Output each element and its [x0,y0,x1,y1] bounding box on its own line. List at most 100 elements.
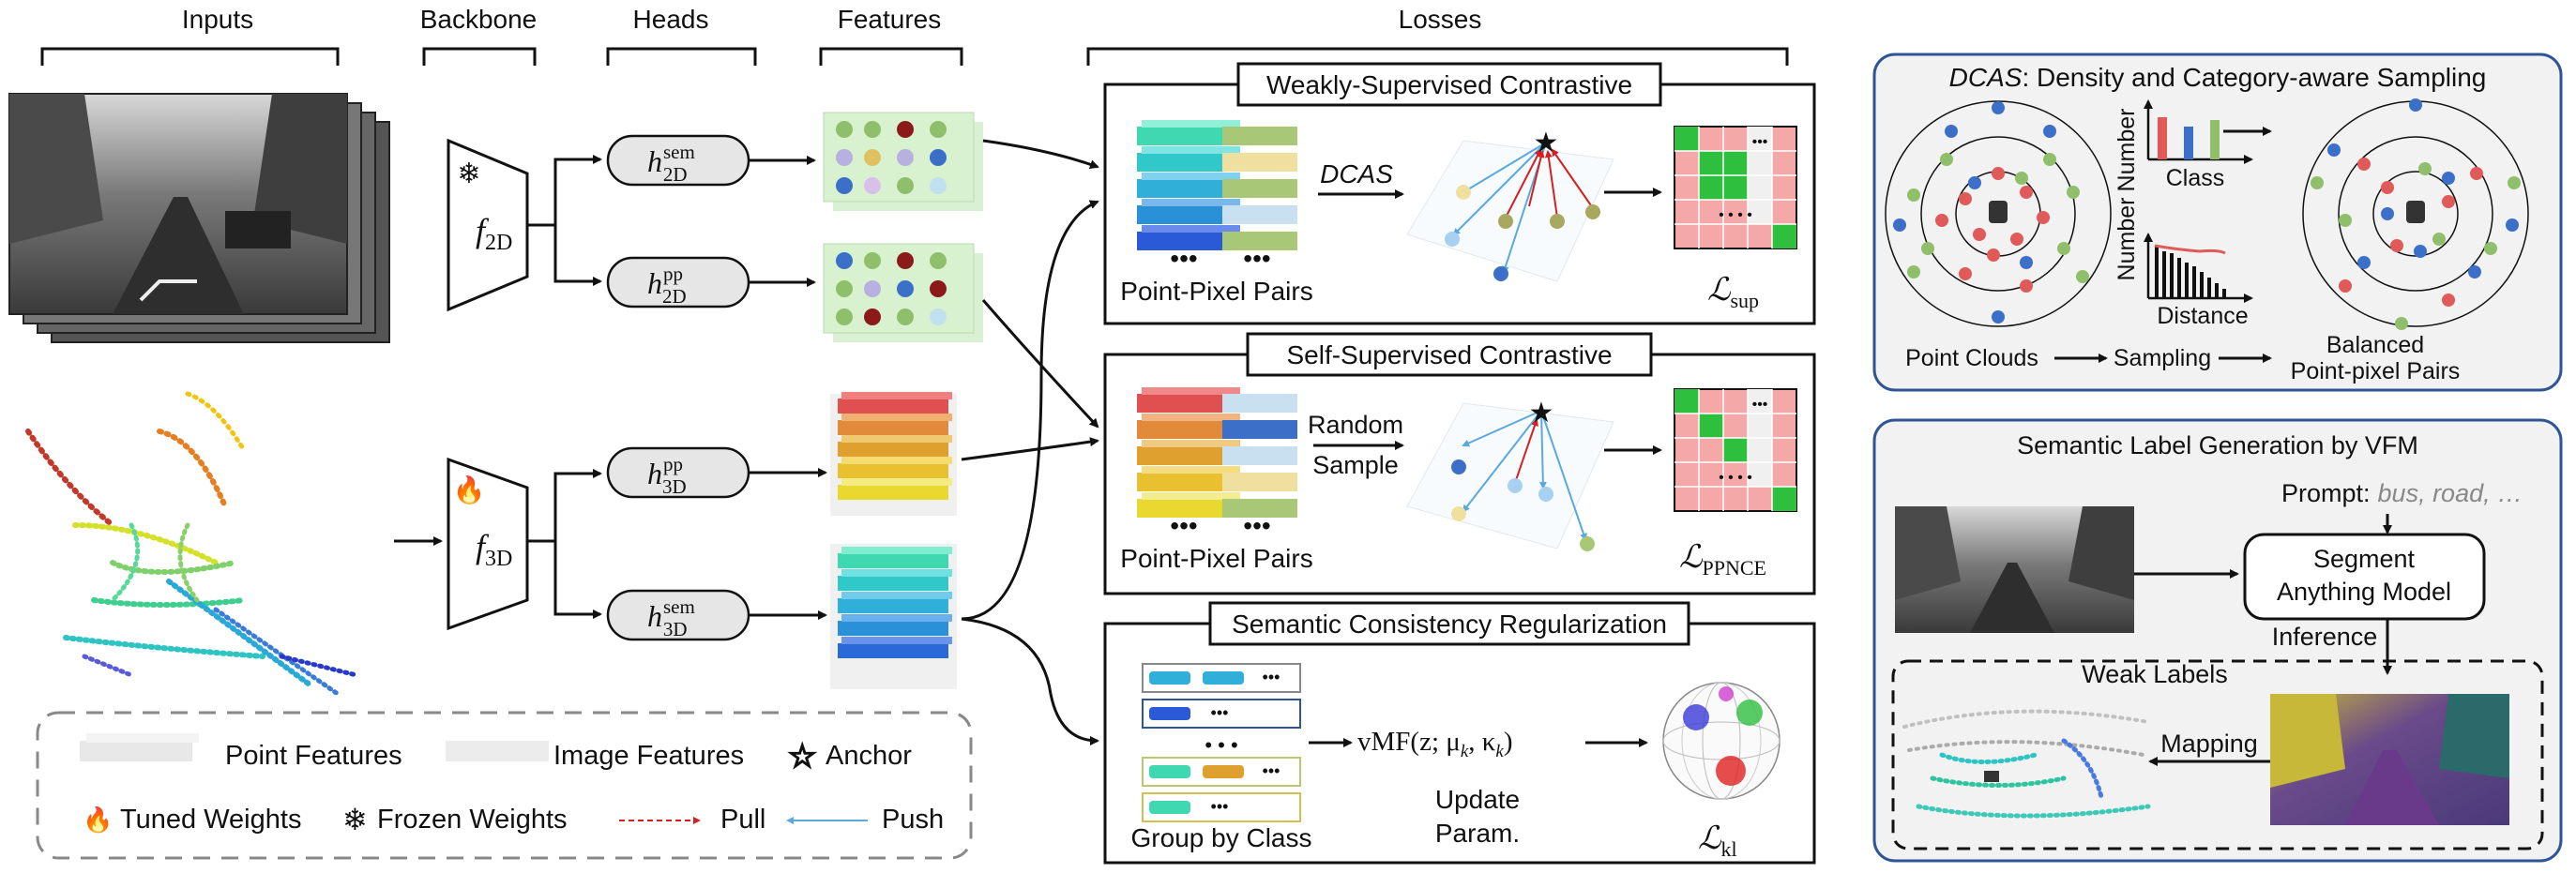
point-feature-stack-sem [830,544,957,689]
vfm-panel: Semantic Label Generation by VFM Prompt:… [1872,418,2563,863]
weak-labels-label: Weak Labels [2082,660,2228,688]
semantic-consistency-panel: Semantic Consistency Regularization ••• … [1103,601,1816,865]
head-sem-3d: hsem 3D [606,589,750,641]
vfm-title: Semantic Label Generation by VFM [2017,431,2418,459]
balanced-rings [2302,98,2529,330]
bracket-features [819,47,963,66]
legend-point-features: Point Features [225,741,402,771]
semantic-title: Semantic Consistency Regularization [1232,610,1667,639]
legend-pull: Pull [720,805,765,835]
number-axis-label-2: Number [2114,109,2140,192]
self-pairs-bars: ••• ••• [1137,387,1297,540]
legend-anchor-icon: ☆ [788,739,816,775]
snowflake-icon: ❄ [457,158,480,189]
weak-labels-box [1891,659,2544,850]
legend-push: Push [882,805,944,835]
inference-label: Inference [2272,623,2378,651]
self-similarity-matrix: ••• • • • • [1674,388,1797,512]
vmf-formula: vMF(z; μk, κk) [1357,727,1512,761]
prompt-label: Prompt: bus, road, … [2281,479,2523,507]
bracket-losses [1086,47,1789,66]
anchor-star-icon: ★ [1534,128,1559,158]
loss-sup: ℒsup [1707,273,1759,312]
head-sem-2d: hsem 2D [606,134,750,187]
group-by-class-label: Group by Class [1131,823,1312,852]
sample-label: Sample [1312,451,1399,479]
loss-ppnce: ℒPPNCE [1679,540,1766,579]
random-label: Random [1308,411,1403,439]
column-headers: Inputs Backbone Heads Features Losses [40,5,1789,66]
weak-title: Weakly-Supervised Contrastive [1266,70,1632,99]
head-pp-3d: hpp 3D [606,446,750,499]
image-feature-map-pp [823,243,983,342]
header-inputs: Inputs [182,5,253,34]
input-image-stack [8,93,390,343]
weak-pairs-bars: ••• ••• [1137,120,1297,273]
labeled-lidar [1902,709,2151,819]
svg-text:• • •: • • • [1205,733,1237,757]
bracket-inputs [40,47,340,66]
weak-pairs-label: Point-Pixel Pairs [1120,277,1312,306]
class-groups: ••• ••• • • • ••• ••• [1142,663,1301,822]
features-to-losses-wiring [961,139,1099,745]
sampling-label: Sampling [2114,345,2211,371]
weakly-supervised-panel: Weakly-Supervised Contrastive ••• ••• Po… [1103,62,1816,325]
param-label: Param. [1435,819,1520,848]
dcas-arrow-label: DCAS [1320,159,1393,188]
class-histogram: Class Number Number [2114,99,2253,281]
bracket-heads [606,47,757,66]
svg-text:• • • •: • • • • [1719,207,1752,223]
update-label: Update [1435,785,1520,814]
point-clouds-label: Point Clouds [1905,345,2038,371]
number-axis-label-1: Number [2114,198,2140,281]
balanced-label-2: Point-pixel Pairs [2291,358,2461,384]
distance-axis-label: Distance [2157,303,2248,329]
weak-embedding-space: ★ [1406,128,1614,282]
svg-text:•••: ••• [1243,511,1270,540]
sam-label-2: Anything Model [2277,578,2451,606]
legend-flame-icon: 🔥 [83,805,113,834]
svg-text:•••: ••• [1170,511,1197,540]
lidar-point-cloud [25,391,359,697]
svg-text:•••: ••• [1263,761,1280,780]
svg-text:•••: ••• [1170,244,1197,273]
sam-label-1: Segment [2313,545,2416,573]
header-features: Features [838,5,942,34]
distance-histogram: Distance [2144,233,2253,329]
class-axis-label: Class [2166,165,2225,191]
dcas-title: DCAS: Density and Category-aware Samplin… [1949,63,2487,92]
unbalanced-rings [1885,100,2112,327]
point-feature-stack-pp [830,392,957,516]
heads-wiring [749,156,827,620]
mapping-label: Mapping [2160,730,2258,758]
svg-text:• • • •: • • • • [1719,470,1752,486]
header-losses: Losses [1399,5,1482,34]
svg-text:•••: ••• [1263,668,1280,686]
self-embedding-space: ★ [1406,398,1614,551]
svg-text:•••: ••• [1752,397,1768,413]
backbone-wiring [394,155,602,619]
legend-image-features: Image Features [553,741,744,771]
svg-text:•••: ••• [1211,797,1229,816]
balanced-label-1: Balanced [2326,332,2424,358]
svg-text:•••: ••• [1752,134,1768,150]
svg-text:•••: ••• [1243,244,1270,273]
legend-snowflake-icon: ❄ [342,803,368,836]
street-image [8,93,348,315]
flame-icon: 🔥 [453,474,486,505]
self-title: Self-Supervised Contrastive [1286,340,1612,369]
header-heads: Heads [633,5,709,34]
svg-text:•••: ••• [1211,703,1229,722]
legend-tuned: Tuned Weights [120,805,301,835]
backbone-3d: 🔥 f3D [447,457,529,631]
sam-box [2243,533,2486,621]
vfm-input-image [1895,506,2134,633]
backbone-2d: ❄ f2D [447,138,529,312]
loss-kl: ℒkl [1698,821,1737,861]
